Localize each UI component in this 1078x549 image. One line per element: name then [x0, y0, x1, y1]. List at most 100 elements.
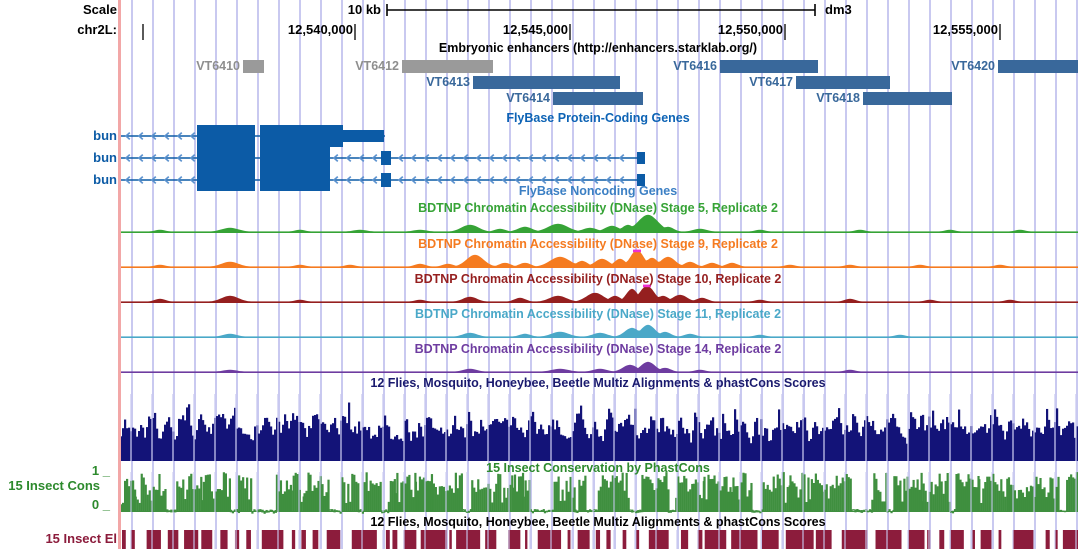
phastcons-histogram-track[interactable]: [120, 472, 1078, 514]
strand-arrow-icon: [475, 153, 482, 163]
wiggle-track-title[interactable]: BDTNP Chromatin Accessibility (DNase) St…: [418, 201, 778, 215]
gridline: [341, 0, 343, 549]
strand-arrow-icon: [423, 153, 430, 163]
gene-model[interactable]: [120, 147, 645, 169]
exon-block[interactable]: [197, 125, 255, 147]
enhancer-box[interactable]: [796, 76, 890, 89]
strand-arrow-icon: [163, 175, 170, 185]
phastcons-axis-min: 0 _: [91, 497, 110, 512]
enhancer-box[interactable]: [553, 92, 643, 105]
wiggle-track[interactable]: [120, 214, 1078, 233]
phastcons-side-label[interactable]: 15 Insect Cons: [8, 478, 100, 493]
strand-arrow-icon: [449, 175, 456, 185]
strand-arrow-icon: [150, 153, 157, 163]
strand-arrow-icon: [397, 153, 404, 163]
wiggle-track[interactable]: [120, 284, 1078, 303]
enhancers-track-title[interactable]: Embryonic enhancers (http://enhancers.st…: [438, 41, 758, 55]
strand-arrow-icon: [462, 175, 469, 185]
exon-block[interactable]: [260, 169, 330, 191]
wiggle-fill: [120, 214, 1078, 233]
strand-arrow-icon: [345, 175, 352, 185]
gridline: [593, 0, 595, 549]
strand-arrow-icon: [332, 153, 339, 163]
noncoding-genes-track-title[interactable]: FlyBase Noncoding Genes: [518, 184, 678, 198]
phastcons-track-title[interactable]: 15 Insect Conservation by PhastCons: [486, 461, 710, 475]
enhancer-box[interactable]: [998, 60, 1078, 73]
strand-arrow-icon: [410, 153, 417, 163]
strand-arrow-icon: [618, 153, 625, 163]
enhancer-box[interactable]: [473, 76, 620, 89]
gridline: [257, 0, 259, 549]
enhancer-label: VT6418: [816, 91, 860, 105]
strand-arrow-icon: [449, 153, 456, 163]
wiggle-track-title[interactable]: BDTNP Chromatin Accessibility (DNase) St…: [414, 342, 782, 356]
strand-arrow-icon: [592, 153, 599, 163]
wiggle-track[interactable]: [120, 249, 1078, 268]
exon-block[interactable]: [343, 130, 384, 142]
strand-arrow-icon: [137, 153, 144, 163]
strand-arrow-icon: [345, 153, 352, 163]
gridline: [278, 0, 280, 549]
exon-block[interactable]: [637, 152, 645, 164]
gridline: [929, 0, 931, 549]
gridline: [362, 0, 364, 549]
strand-arrow-icon: [397, 175, 404, 185]
multiz-elements-track-title[interactable]: 12 Flies, Mosquito, Honeybee, Beetle Mul…: [370, 515, 826, 529]
exon-block[interactable]: [260, 125, 343, 147]
strand-arrow-icon: [540, 153, 547, 163]
strand-arrow-icon: [124, 131, 131, 141]
strand-arrow-icon: [553, 175, 560, 185]
enhancer-box[interactable]: [863, 92, 952, 105]
protein-coding-genes-track-title[interactable]: FlyBase Protein-Coding Genes: [506, 111, 690, 125]
strand-arrow-icon: [410, 175, 417, 185]
strand-arrow-icon: [462, 153, 469, 163]
multiz-density-track[interactable]: [120, 394, 1078, 461]
wiggle-track[interactable]: [120, 361, 1078, 373]
strand-arrow-icon: [436, 175, 443, 185]
wiggle-track-title[interactable]: BDTNP Chromatin Accessibility (DNase) St…: [418, 237, 778, 251]
strand-arrow-icon: [592, 175, 599, 185]
gridline: [803, 0, 805, 549]
strand-arrow-icon: [124, 153, 131, 163]
strand-arrow-icon: [189, 153, 196, 163]
enhancer-box[interactable]: [243, 60, 264, 73]
gene-model[interactable]: [120, 125, 385, 147]
gridline: [194, 0, 196, 549]
strand-arrow-icon: [501, 175, 508, 185]
multiz-alignments-track-title[interactable]: 12 Flies, Mosquito, Honeybee, Beetle Mul…: [370, 376, 826, 390]
exon-block[interactable]: [381, 151, 391, 165]
strand-arrow-icon: [488, 153, 495, 163]
wiggle-track-title[interactable]: BDTNP Chromatin Accessibility (DNase) St…: [414, 272, 782, 286]
strand-arrow-icon: [605, 153, 612, 163]
exon-block[interactable]: [197, 169, 255, 191]
exon-block[interactable]: [197, 147, 255, 169]
strand-arrow-icon: [514, 153, 521, 163]
exon-block[interactable]: [637, 174, 645, 186]
strand-arrow-icon: [137, 175, 144, 185]
enhancer-label: VT6410: [196, 59, 240, 73]
enhancer-box[interactable]: [720, 60, 818, 73]
gene-model[interactable]: [120, 169, 645, 191]
gridline: [635, 0, 637, 549]
gridline: [446, 0, 448, 549]
strand-arrow-icon: [488, 175, 495, 185]
conserved-elements-track[interactable]: [122, 530, 1078, 549]
insect-elements-side-label[interactable]: 15 Insect El: [45, 531, 117, 546]
gene-name-label[interactable]: bun: [93, 128, 117, 143]
wiggle-track[interactable]: [120, 324, 1078, 338]
strand-arrow-icon: [501, 153, 508, 163]
wiggle-track-title[interactable]: BDTNP Chromatin Accessibility (DNase) St…: [414, 307, 782, 321]
gridline: [467, 0, 469, 549]
gridline: [509, 0, 511, 549]
position-marker-line: [118, 0, 121, 549]
gridline: [887, 0, 889, 549]
enhancer-box[interactable]: [402, 60, 493, 73]
strand-arrow-icon: [371, 153, 378, 163]
strand-arrow-icon: [358, 175, 365, 185]
exon-block[interactable]: [260, 147, 330, 169]
gridline: [572, 0, 574, 549]
strand-arrow-icon: [553, 153, 560, 163]
exon-block[interactable]: [381, 173, 391, 187]
gene-name-label[interactable]: bun: [93, 172, 117, 187]
gene-name-label[interactable]: bun: [93, 150, 117, 165]
